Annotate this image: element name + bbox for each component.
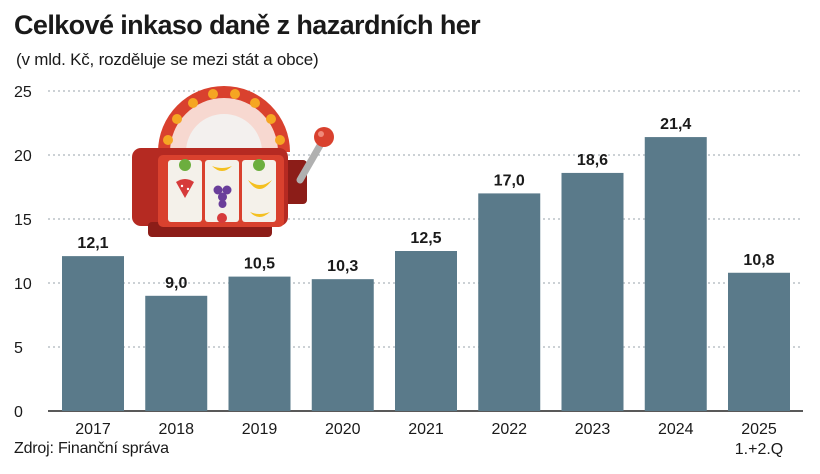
x-tick-label: 2021 (408, 421, 444, 438)
x-tick-label: 2023 (575, 421, 611, 438)
y-tick-label: 25 (14, 84, 32, 101)
bar-2025 (728, 272, 790, 411)
x-tick-label: 2019 (242, 421, 278, 438)
data-label: 18,6 (577, 152, 608, 169)
x-tick-label: 2017 (75, 421, 111, 438)
data-label: 17,0 (494, 172, 525, 189)
bar-2019 (228, 276, 291, 411)
data-label: 10,3 (327, 258, 358, 275)
bar-2023 (561, 172, 624, 411)
data-label: 12,5 (410, 230, 441, 247)
bar-2021 (395, 251, 457, 411)
data-label: 10,8 (743, 252, 774, 269)
chart-title: Celkové inkaso daně z hazardních her (14, 10, 481, 40)
y-tick-label: 0 (14, 404, 23, 421)
slot-machine-icon (132, 86, 334, 237)
x-tick-label: 2025 (741, 421, 777, 438)
x-tick-label: 2024 (658, 421, 694, 438)
bar-2020 (311, 279, 374, 411)
source-note: Zdroj: Finanční správa (14, 440, 169, 457)
x-tick-label: 2020 (325, 421, 361, 438)
x-tick-label: 2022 (491, 421, 527, 438)
data-label: 12,1 (77, 235, 108, 252)
y-tick-label: 10 (14, 276, 32, 293)
y-tick-label: 20 (14, 148, 32, 165)
data-label: 21,4 (660, 116, 691, 133)
y-tick-label: 15 (14, 212, 32, 229)
data-label: 10,5 (244, 256, 275, 273)
x-tick-sublabel: 1.+2.Q (735, 441, 783, 458)
bar-2018 (145, 295, 208, 411)
data-label: 9,0 (165, 275, 187, 292)
x-tick-label: 2018 (158, 421, 194, 438)
bar-2024 (644, 137, 707, 411)
bar-2017 (62, 256, 124, 411)
bar-2022 (478, 193, 541, 411)
chart-subtitle: (v mld. Kč, rozděluje se mezi stát a obc… (16, 50, 319, 69)
y-tick-label: 5 (14, 340, 23, 357)
